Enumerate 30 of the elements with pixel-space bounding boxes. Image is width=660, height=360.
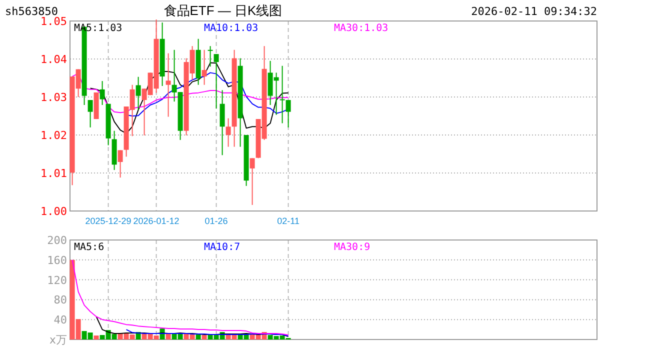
y-tick-label: 1.05 xyxy=(40,15,67,28)
x-tick-label: 2026-01-12 xyxy=(133,216,180,226)
y-tick-label: 160 xyxy=(47,254,67,267)
bar xyxy=(94,336,99,340)
y-tick-label: 1.01 xyxy=(40,167,67,180)
y-tick-label: 1.00 xyxy=(40,205,67,218)
bar xyxy=(166,334,171,340)
y-tick-label: 1.04 xyxy=(40,53,68,66)
x-tick-label: 02-11 xyxy=(277,216,300,226)
y-tick-label: 40 xyxy=(54,314,67,327)
y-tick-label: 1.03 xyxy=(40,91,67,104)
text: MA30:9 xyxy=(334,242,370,253)
y-tick-label: 80 xyxy=(54,294,67,307)
x-tick-label: 2025-12-29 xyxy=(85,216,132,226)
bar xyxy=(202,335,207,340)
y-tick-label: x万 xyxy=(49,334,67,346)
text: MA10:7 xyxy=(204,242,240,253)
bar xyxy=(196,334,201,340)
chart-title: 食品ETF — 日K线图 xyxy=(164,3,282,18)
text: MA5:6 xyxy=(74,242,104,253)
y-tick-label: 1.02 xyxy=(40,129,67,142)
text: sh563850 xyxy=(5,5,58,18)
y-tick-label: 200 xyxy=(47,234,67,247)
line-series xyxy=(126,329,289,337)
line-series xyxy=(72,259,289,336)
y-tick-label: 120 xyxy=(47,274,67,287)
text: MA30:1.03 xyxy=(334,23,388,34)
text: MA10:1.03 xyxy=(204,23,258,34)
text: 2026-02-11 09:34:32 xyxy=(471,5,597,18)
x-tick-label: 01-26 xyxy=(204,216,228,226)
